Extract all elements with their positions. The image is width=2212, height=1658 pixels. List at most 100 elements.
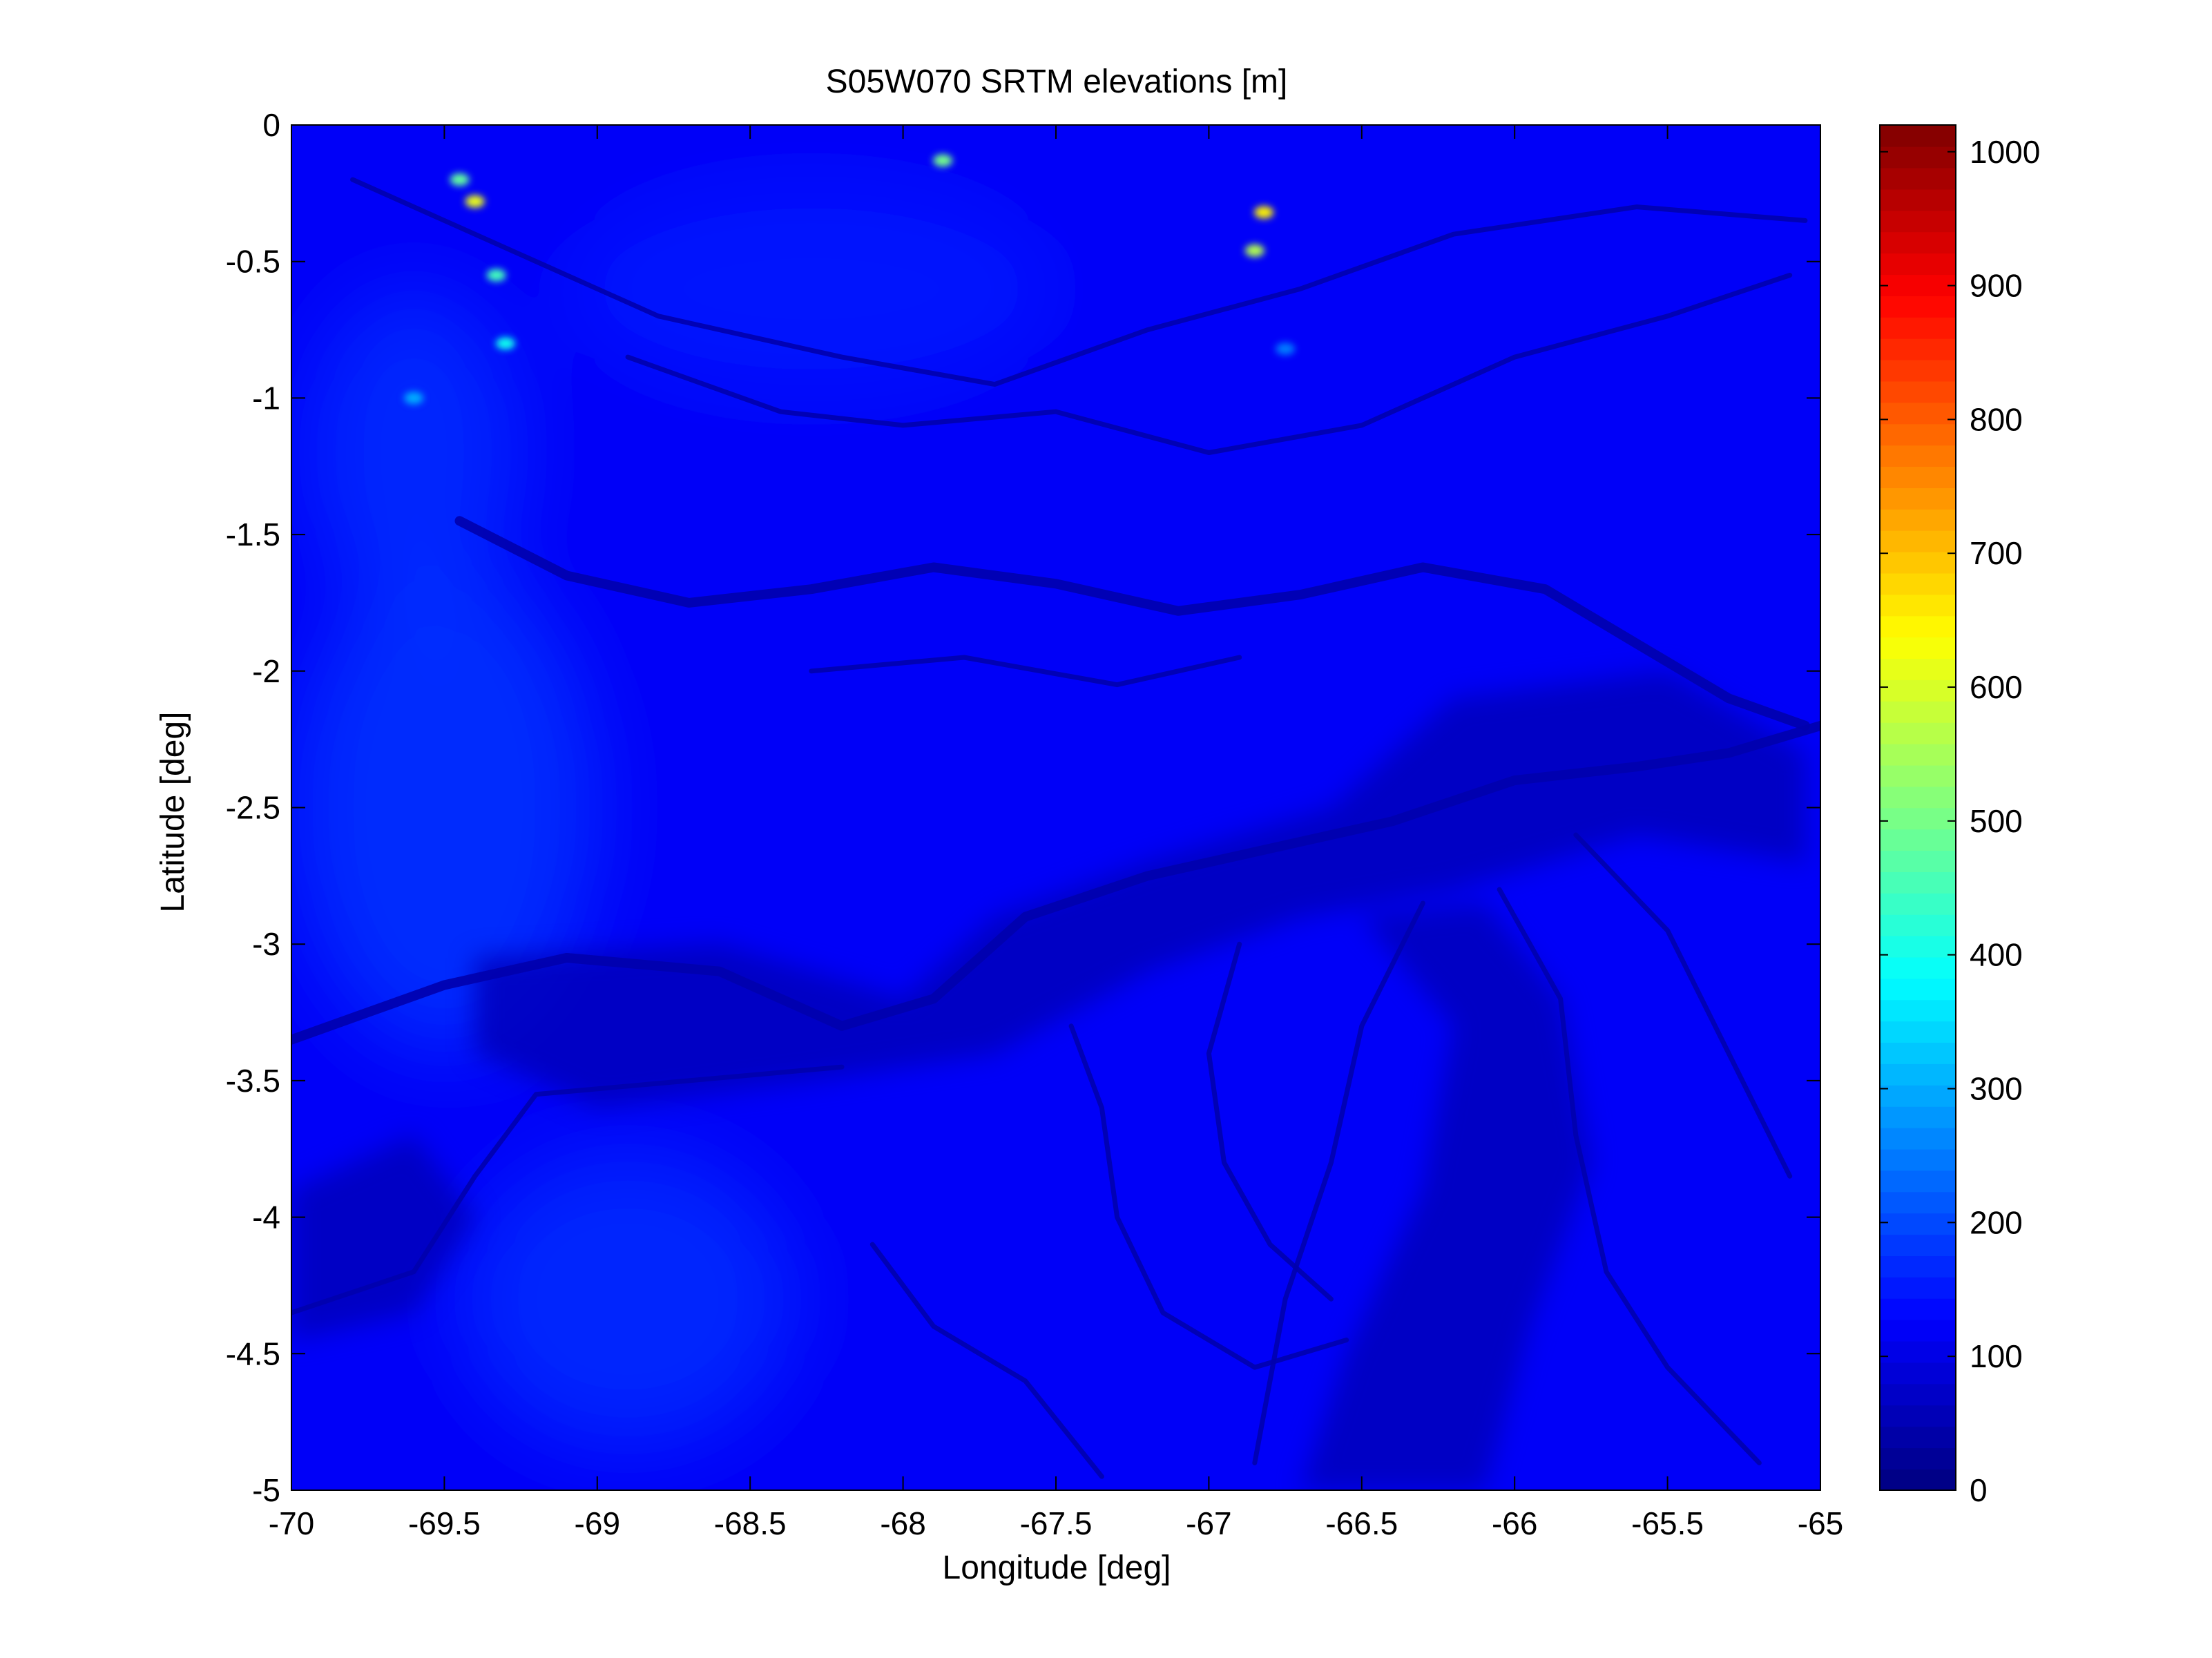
colorbar-band — [1880, 338, 1956, 360]
colorbar-band — [1880, 1340, 1956, 1363]
colorbar-band — [1880, 1170, 1956, 1193]
colorbar-band — [1880, 893, 1956, 915]
colorbar-band — [1880, 999, 1956, 1022]
colorbar-band — [1880, 1319, 1956, 1342]
colorbar-band — [1880, 1042, 1956, 1064]
colorbar-band — [1880, 743, 1956, 766]
river-channel — [1252, 900, 1425, 1465]
colorbar-band — [1880, 572, 1956, 595]
river-channel — [869, 1242, 1104, 1479]
colorbar-band — [1880, 509, 1956, 531]
colorbar-band — [1880, 1426, 1956, 1449]
high-terrain-patch — [566, 180, 1056, 398]
elevation-peak — [495, 337, 515, 350]
river-channel — [1573, 832, 1793, 1179]
colorbar-band — [1880, 466, 1956, 488]
floodplain-region — [474, 671, 1805, 1108]
colorbar-band — [1880, 1085, 1956, 1107]
colorbar-band — [1880, 956, 1956, 979]
river-channel — [1068, 1023, 1349, 1370]
colorbar-tick-label: 200 — [1970, 1204, 2023, 1240]
colorbar-band — [1880, 423, 1956, 446]
colorbar-band — [1880, 1298, 1956, 1320]
elevation-peak — [1254, 206, 1274, 219]
river-channel — [809, 655, 1242, 688]
colorbar-band — [1880, 445, 1956, 467]
elevation-peak — [450, 173, 470, 186]
colorbar-band — [1880, 1021, 1956, 1043]
y-tick-label: -0.5 — [226, 244, 280, 280]
colorbar-band — [1880, 1106, 1956, 1128]
x-tick-label: -69.5 — [408, 1505, 481, 1541]
y-tick-label: -3 — [252, 926, 280, 962]
high-terrain-patch — [291, 561, 597, 1054]
colorbar-band — [1880, 1234, 1956, 1256]
colorbar-band — [1880, 786, 1956, 809]
x-tick-label: -65.5 — [1631, 1505, 1704, 1541]
colorbar-tick-label: 900 — [1970, 268, 2023, 304]
colorbar-band — [1880, 125, 1956, 147]
colorbar-band — [1880, 253, 1956, 276]
elevation-peak — [465, 195, 485, 208]
high-terrain-patch — [459, 1148, 796, 1449]
colorbar-band — [1880, 594, 1956, 617]
y-tick-label: -4 — [252, 1199, 280, 1235]
chart-title: S05W070 SRTM elevations [m] — [826, 64, 1288, 100]
elevation-peak — [404, 392, 424, 405]
colorbar-band — [1880, 1255, 1956, 1278]
colorbar-band — [1880, 637, 1956, 659]
colorbar: 0 100 200 300 400 500 600 700 800 900 1000 — [1879, 124, 2040, 1508]
floodplain-region — [1300, 903, 1591, 1490]
x-tick-label: -65 — [1798, 1505, 1843, 1541]
colorbar-tick-label: 700 — [1970, 535, 2023, 571]
colorbar-tick-label: 500 — [1970, 803, 2023, 839]
colorbar-band — [1880, 850, 1956, 872]
colorbar-band — [1880, 764, 1956, 787]
colorbar-band — [1880, 978, 1956, 1001]
colorbar-band — [1880, 615, 1956, 638]
river-channel-layer — [291, 177, 1820, 1479]
colorbar-band — [1880, 701, 1956, 723]
elevation-heatmap — [291, 125, 1820, 1490]
y-tick-label: -2 — [252, 653, 280, 689]
colorbar-band — [1880, 679, 1956, 702]
colorbar-band — [1880, 871, 1956, 894]
colorbar-tick-label: 600 — [1970, 669, 2023, 705]
x-tick-label: -67 — [1186, 1505, 1231, 1541]
colorbar-band — [1880, 551, 1956, 574]
river-channel — [625, 273, 1793, 455]
y-tick-label: -2.5 — [226, 790, 280, 826]
river-channel — [1497, 887, 1762, 1465]
river-channel — [291, 1064, 845, 1315]
colorbar-band — [1880, 402, 1956, 425]
elevation-peak — [933, 154, 953, 167]
x-tick-label: -70 — [269, 1505, 314, 1541]
colorbar-band — [1880, 807, 1956, 830]
y-axis-label: Latitude [deg] — [155, 712, 191, 913]
colorbar-tick-label: 800 — [1970, 401, 2023, 437]
colorbar-tick-label: 1000 — [1970, 134, 2040, 170]
colorbar-band — [1880, 530, 1956, 552]
colorbar-tick-label: 0 — [1970, 1472, 1988, 1508]
colorbar-band — [1880, 1362, 1956, 1385]
colorbar-band — [1880, 658, 1956, 680]
x-tick-label: -68.5 — [714, 1505, 787, 1541]
colorbar-band — [1880, 1127, 1956, 1150]
colorbar-tick-label: 300 — [1970, 1071, 2023, 1107]
x-tick-label: -68 — [880, 1505, 925, 1541]
colorbar-band — [1880, 146, 1956, 168]
colorbar-band — [1880, 1447, 1956, 1469]
high-terrain-layer — [291, 180, 1056, 1449]
y-tick-label: -3.5 — [226, 1063, 280, 1099]
colorbar-band — [1880, 380, 1956, 403]
colorbar-bands — [1880, 125, 1956, 1491]
colorbar-band — [1880, 296, 1956, 318]
colorbar-band — [1880, 1148, 1956, 1171]
colorbar-band — [1880, 359, 1956, 382]
y-tick-label: -4.5 — [226, 1336, 280, 1371]
river-channel — [454, 516, 1810, 731]
colorbar-frame — [1879, 124, 1956, 1491]
y-tick-label: 0 — [262, 107, 280, 143]
y-tick-label: -5 — [252, 1472, 280, 1508]
